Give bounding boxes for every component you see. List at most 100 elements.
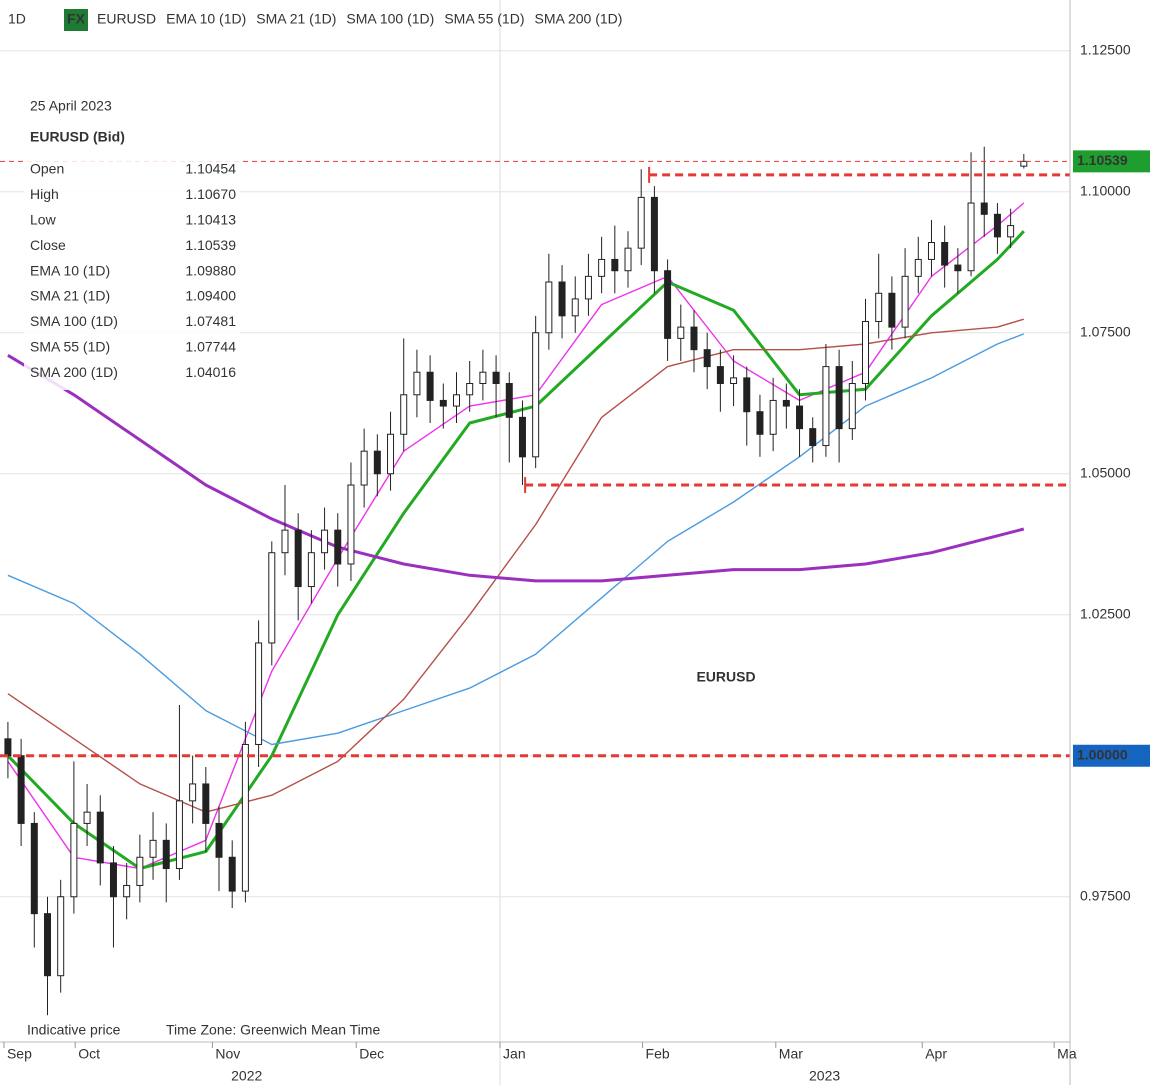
info-value: 1.07481 <box>185 313 236 329</box>
candle-body <box>611 258 619 272</box>
candle-body <box>57 896 65 977</box>
candle-body <box>109 862 117 898</box>
candle-body <box>294 529 302 588</box>
candle-body <box>861 320 869 385</box>
candle-body <box>809 428 817 447</box>
x-tick-label: Oct <box>78 1046 100 1062</box>
candle-body <box>822 366 830 447</box>
candle-body <box>598 258 606 277</box>
legend-entry: SMA 100 (1D) <box>346 11 434 27</box>
candle-body <box>927 242 935 260</box>
year-label: 2022 <box>231 1068 262 1084</box>
x-tick-label: Ma <box>1057 1046 1077 1062</box>
price-badge-label: 1.10539 <box>1077 152 1128 168</box>
candle-body <box>215 822 223 858</box>
candle-body <box>413 371 421 396</box>
symbol: EURUSD <box>97 11 156 27</box>
plot-area: EURUSD <box>0 0 1070 1085</box>
info-value: 1.07744 <box>185 339 236 355</box>
candle-body <box>545 281 553 334</box>
candle-body <box>914 258 922 277</box>
interval: 1D <box>8 11 26 27</box>
candle-body <box>967 202 975 272</box>
candle-body <box>373 450 381 475</box>
candle-body <box>796 405 804 430</box>
candle-body <box>228 856 236 892</box>
candle-body <box>175 800 183 870</box>
y-tick-label: 1.05000 <box>1080 464 1131 480</box>
candle-body <box>452 394 460 407</box>
price-badge <box>1073 150 1150 173</box>
candle-body <box>96 811 104 864</box>
candle-body <box>189 783 197 802</box>
info-value: 1.10670 <box>185 186 236 202</box>
candle-body <box>334 529 342 565</box>
candle-body <box>703 349 711 368</box>
candle-body <box>281 529 289 554</box>
info-label: EMA 10 (1D) <box>30 262 110 278</box>
candle-body <box>123 884 131 898</box>
candle-body <box>307 552 315 588</box>
candle-body <box>1007 225 1015 238</box>
info-label: SMA 100 (1D) <box>30 313 118 329</box>
info-date: 25 April 2023 <box>30 98 112 114</box>
info-label: Low <box>30 212 57 228</box>
candle-body <box>347 484 355 565</box>
info-label: SMA 21 (1D) <box>30 288 110 304</box>
info-value: 1.09880 <box>185 262 236 278</box>
candle-body <box>268 552 276 644</box>
candle-body <box>466 383 474 396</box>
fx-badge-bg <box>64 9 88 31</box>
legend-entry: SMA 21 (1D) <box>256 11 336 27</box>
candle-body <box>479 371 487 385</box>
info-label: High <box>30 186 59 202</box>
candle-body <box>518 416 526 458</box>
info-label: SMA 200 (1D) <box>30 364 118 380</box>
candle-body <box>730 377 738 385</box>
candle-body <box>1020 160 1028 167</box>
x-tick-label: Nov <box>215 1046 240 1062</box>
candle-body <box>558 281 566 317</box>
fx-badge: FX <box>67 11 86 27</box>
y-tick-label: 1.10000 <box>1080 182 1131 198</box>
candle-body <box>716 366 724 385</box>
candle-body <box>136 856 144 886</box>
legend-entry: EMA 10 (1D) <box>166 11 246 27</box>
info-value: 1.10413 <box>185 212 236 228</box>
candle-body <box>505 383 513 418</box>
candle-body <box>769 399 777 435</box>
footer-note: Indicative price <box>27 1022 121 1038</box>
info-box <box>24 90 240 390</box>
candle-body <box>637 196 645 249</box>
info-title: EURUSD (Bid) <box>30 129 125 145</box>
candle-body <box>532 332 540 458</box>
candle-body <box>43 913 51 977</box>
candle-body <box>241 743 249 892</box>
candle-body <box>426 371 434 401</box>
candle-body <box>17 755 25 824</box>
x-tick-label: Apr <box>925 1046 947 1062</box>
candle-body <box>321 529 329 554</box>
x-tick-label: Jan <box>503 1046 526 1062</box>
candle-body <box>664 270 672 339</box>
info-label: Close <box>30 237 66 253</box>
x-tick-label: Sep <box>7 1046 32 1062</box>
y-tick-label: 0.97500 <box>1080 887 1131 903</box>
candle-body <box>387 433 395 475</box>
candle-body <box>848 383 856 430</box>
candle-body <box>782 399 790 407</box>
ma-line <box>7 333 1025 746</box>
candle-body <box>162 839 170 870</box>
x-tick-label: Dec <box>359 1046 384 1062</box>
candle-body <box>993 213 1001 238</box>
candle-body <box>756 411 764 435</box>
watermark: EURUSD <box>696 669 755 685</box>
candle-body <box>888 292 896 328</box>
y-tick-label: 1.02500 <box>1080 605 1131 621</box>
candle-body <box>650 196 658 272</box>
candle-body <box>954 264 962 272</box>
candle-body <box>4 738 12 757</box>
x-tick-label: Feb <box>646 1046 670 1062</box>
